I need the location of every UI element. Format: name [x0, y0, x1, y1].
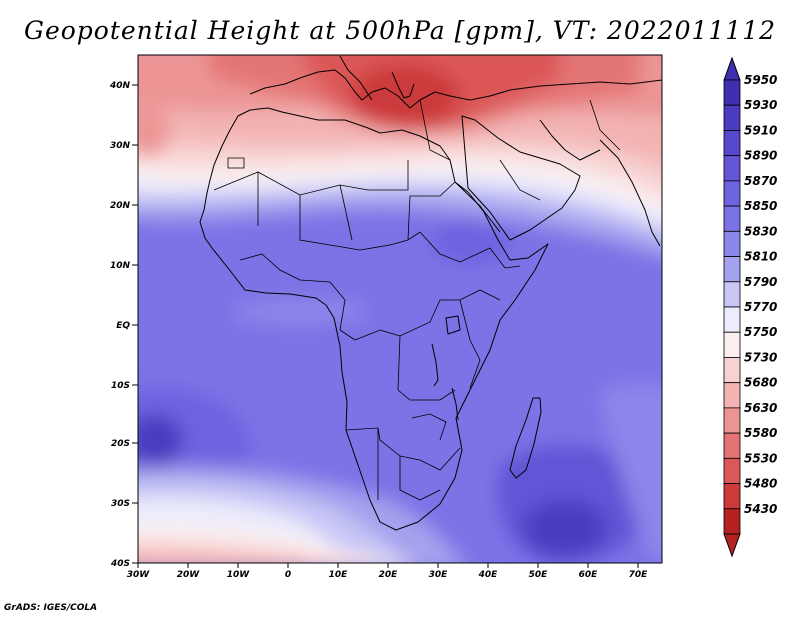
lon-label: 10W	[227, 570, 251, 580]
colorbar-label: 5430	[744, 502, 777, 516]
colorbar-label: 5730	[744, 350, 777, 364]
colorbar-swatch	[723, 508, 741, 535]
lon-axis: 30W 20W 10W 0 10E 20E 30E 40E 50E 60E 70…	[127, 563, 648, 580]
colorbar-label: 5680	[744, 376, 777, 390]
colorbar-swatch	[723, 331, 741, 358]
lat-label: 40S	[110, 559, 130, 569]
colorbar-swatch	[723, 357, 741, 384]
colorbar-swatch	[723, 306, 741, 333]
lat-label: EQ	[116, 321, 130, 331]
lon-label: 50E	[529, 570, 549, 580]
lat-label: 20S	[111, 439, 130, 449]
lake-victoria	[445, 315, 461, 335]
lon-label: 20E	[379, 570, 399, 580]
lon-label: 40E	[478, 570, 499, 580]
colorbar-label: 5850	[744, 199, 777, 213]
coastlines	[199, 55, 662, 531]
colorbar-label: 5770	[744, 300, 777, 314]
italy-coastline	[339, 55, 373, 101]
lon-label: 20W	[177, 570, 201, 580]
colorbar-swatch	[723, 230, 741, 257]
colorbar-label: 5810	[744, 250, 777, 264]
colorbar-swatch	[723, 104, 741, 131]
lat-label: 40N	[109, 81, 131, 91]
colorbar-label: 5910	[744, 123, 777, 137]
colorbar-swatch	[723, 180, 741, 207]
lon-label: 30W	[127, 570, 151, 580]
map-title: Geopotential Height at 500hPa [gpm], VT:…	[23, 16, 777, 45]
arabia-coastline	[461, 115, 581, 241]
colorbar-max-arrow	[723, 56, 741, 81]
colorbar-label: 5530	[744, 451, 777, 465]
colorbar-label: 5480	[744, 477, 777, 491]
madagascar-coastline	[509, 397, 542, 479]
lake-tanganyika	[431, 343, 439, 387]
lat-label: 10S	[111, 381, 130, 391]
plot-frame	[137, 54, 663, 564]
colorbar-label: 5580	[744, 426, 777, 440]
lon-label: 70E	[629, 570, 649, 580]
colorbar-swatch	[723, 130, 741, 157]
india-coastline	[599, 139, 661, 247]
colorbar-swatch	[723, 432, 741, 459]
height-field	[138, 55, 662, 563]
red-sea-coast	[454, 181, 501, 233]
lat-label: 20N	[110, 201, 131, 211]
colorbar-label: 5790	[744, 275, 777, 289]
colorbar-label: 5630	[744, 401, 777, 415]
colorbar-label: 5890	[744, 149, 777, 163]
colorbar-swatch	[723, 483, 741, 510]
political-borders	[213, 99, 621, 501]
lat-label: 30S	[111, 499, 130, 509]
colorbar-swatch	[723, 256, 741, 283]
lat-axis: 40N 30N 20N 10N EQ 10S 20S 30S 40S	[109, 81, 138, 569]
colorbar-swatch	[723, 79, 741, 106]
lake-malawi	[451, 387, 459, 421]
colorbar-swatch	[723, 155, 741, 182]
colorbar-swatch	[723, 407, 741, 434]
colorbar-swatch	[723, 205, 741, 232]
europe-coastline	[249, 69, 662, 109]
lon-label: 30E	[429, 570, 449, 580]
colorbar-label: 5750	[744, 325, 777, 339]
colorbar-min-arrow	[723, 533, 741, 558]
lat-label: 10N	[110, 261, 131, 271]
colorbar-swatch	[723, 382, 741, 409]
colorbar-label: 5870	[744, 174, 777, 188]
lon-label: 60E	[579, 570, 599, 580]
colorbar-swatch	[723, 457, 741, 484]
persian-gulf-coast	[539, 119, 601, 161]
africa-coastline	[199, 107, 549, 531]
colorbar: 5950 5930 5910 5890 5870 5850 5830 5810 5790 5770…	[723, 56, 777, 558]
colorbar-label: 5830	[744, 224, 777, 238]
colorbar-swatch	[723, 281, 741, 308]
lat-label: 30N	[110, 141, 131, 151]
greece-coastline	[391, 71, 415, 99]
colorbar-label: 5930	[744, 98, 777, 112]
colorbar-label: 5950	[744, 73, 777, 87]
grads-credit: GrADS: IGES/COLA	[4, 603, 98, 613]
lon-label: 0	[285, 570, 291, 580]
lon-label: 10E	[329, 570, 349, 580]
